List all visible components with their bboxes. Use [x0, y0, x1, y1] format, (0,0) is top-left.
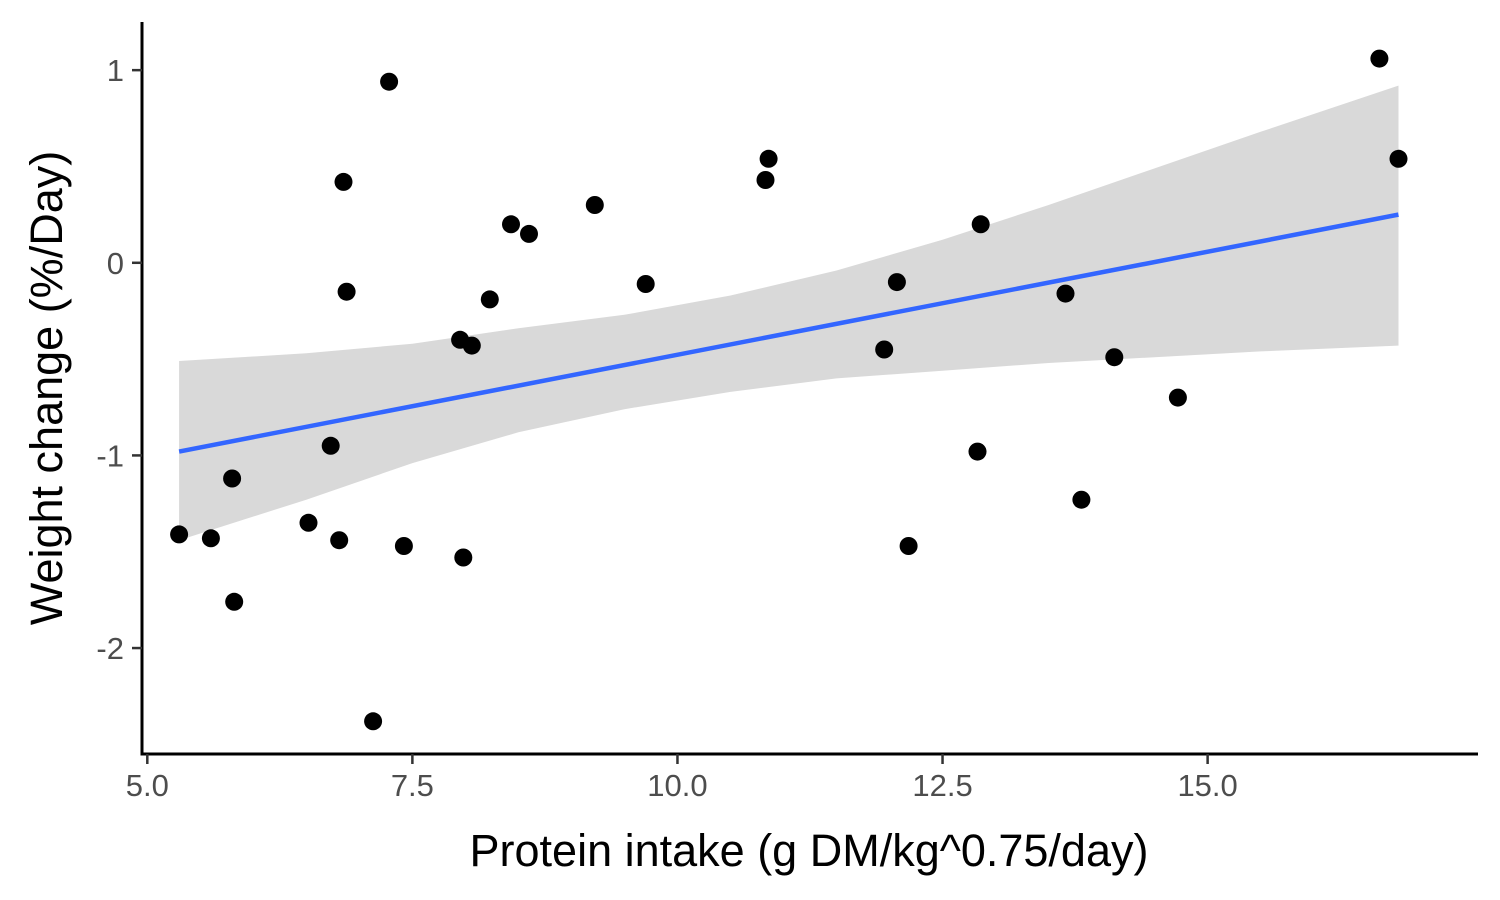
data-point: [971, 215, 990, 234]
data-point: [337, 282, 356, 301]
data-point: [756, 171, 775, 189]
regression-line: [178, 212, 1399, 454]
y-tick-label: -1: [96, 438, 124, 473]
x-tick-label: 5.0: [126, 768, 169, 803]
data-point: [223, 469, 242, 488]
data-point: [1072, 490, 1091, 509]
data-point: [380, 72, 399, 91]
data-point: [330, 531, 349, 550]
data-point: [454, 548, 473, 567]
data-point: [1105, 348, 1124, 367]
confidence-band: [179, 85, 1399, 541]
data-point: [887, 273, 906, 292]
data-point: [759, 149, 778, 168]
y-tick-label: -2: [96, 631, 124, 666]
x-axis-title: Protein intake (g DM/kg^0.75/day): [470, 825, 1149, 876]
x-tick-label: 7.5: [391, 768, 434, 803]
x-tick-label: 10.0: [647, 768, 707, 803]
data-point: [480, 290, 499, 309]
data-point: [899, 537, 918, 555]
data-points-layer: [170, 49, 1408, 731]
data-point: [502, 215, 520, 234]
y-tick-label: 0: [107, 246, 124, 281]
data-point: [201, 529, 220, 548]
data-point: [462, 336, 481, 355]
data-point: [968, 442, 987, 461]
data-point: [394, 537, 413, 555]
data-point: [636, 275, 655, 293]
data-point: [875, 340, 894, 359]
y-axis-title: Weight change (%/Day): [21, 151, 72, 625]
data-point: [225, 592, 244, 611]
data-point: [170, 525, 189, 544]
data-point: [520, 224, 538, 243]
fit-line-layer: [178, 212, 1399, 454]
data-point: [1389, 149, 1408, 168]
y-tick-label: 1: [107, 53, 124, 88]
data-point: [364, 712, 383, 731]
data-point: [1370, 49, 1389, 68]
axes-layer: [132, 22, 1478, 764]
tick-labels-layer: 5.0 7.5 10.0 12.5 15.0 -2 -1 0 1: [96, 53, 1237, 803]
data-point: [1056, 284, 1075, 303]
confidence-band-layer: [179, 85, 1399, 541]
x-tick-label: 12.5: [912, 768, 972, 803]
data-point: [334, 172, 353, 191]
data-point: [299, 513, 318, 532]
data-point: [1168, 388, 1187, 407]
data-point: [321, 436, 340, 455]
x-tick-label: 15.0: [1177, 768, 1237, 803]
data-point: [585, 196, 604, 214]
